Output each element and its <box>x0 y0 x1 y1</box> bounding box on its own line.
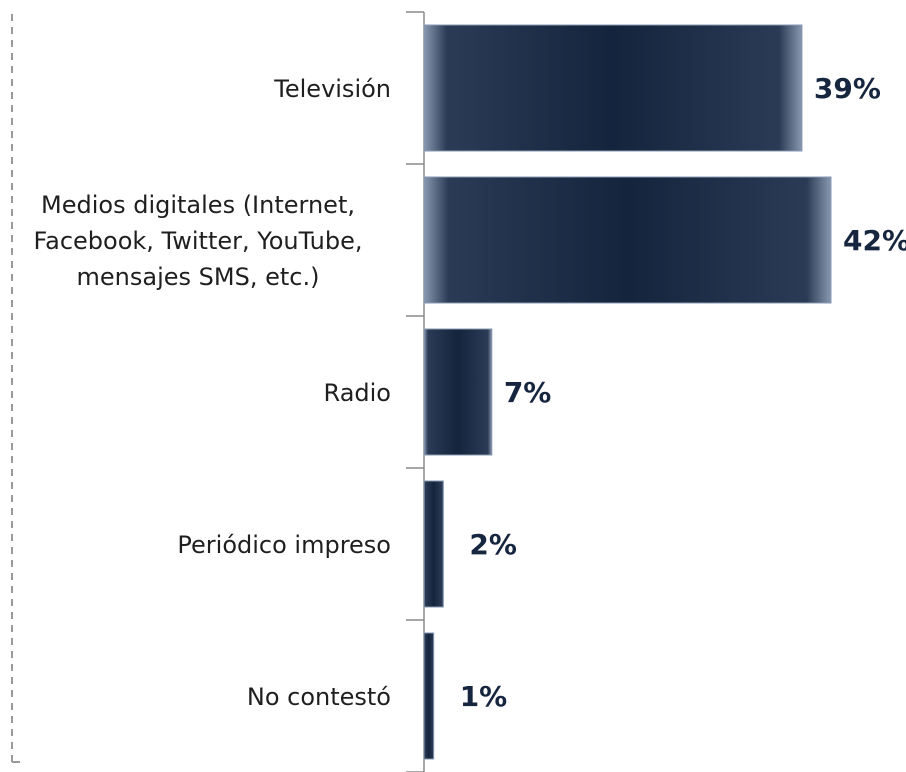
bar <box>423 632 435 760</box>
data-labels: 39% 42% 7% 2% 1% <box>460 72 906 713</box>
data-label: 39% <box>814 72 881 105</box>
category-label: mensajes SMS, etc.) <box>77 263 320 291</box>
category-labels: Televisión Medios digitales (Internet, Fac… <box>34 75 391 711</box>
category-label: Periódico impreso <box>177 531 391 559</box>
bar <box>423 480 444 608</box>
category-label: Radio <box>324 379 391 407</box>
category-label: No contestó <box>247 683 391 711</box>
bar <box>423 176 832 304</box>
category-label: Televisión <box>273 75 391 103</box>
category-label: Medios digitales (Internet, <box>41 191 355 219</box>
bar <box>423 328 493 456</box>
data-label: 2% <box>469 528 517 561</box>
bar <box>423 24 803 152</box>
data-label: 42% <box>843 224 906 257</box>
data-label: 1% <box>460 680 508 713</box>
bar-series <box>423 24 832 760</box>
category-axis <box>406 11 425 772</box>
data-label: 7% <box>504 376 552 409</box>
category-label: Facebook, Twitter, YouTube, <box>34 227 363 255</box>
